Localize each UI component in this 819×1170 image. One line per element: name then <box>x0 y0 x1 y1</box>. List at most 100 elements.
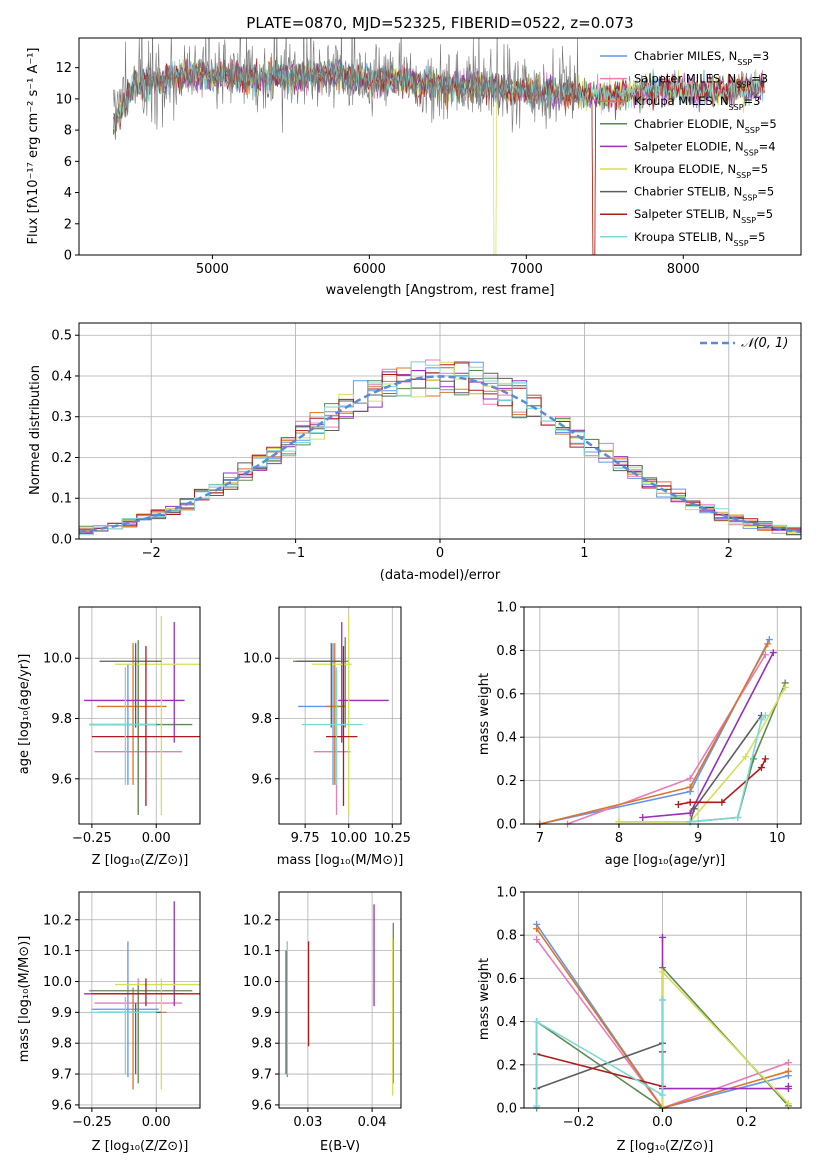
age-vs-mass-y-tick-label: 10.0 <box>243 652 272 667</box>
mass-vs-extinction-panel: E(B-V) 0.03 0.04 9.6 9.7 9.8 9.9 10.0 10.1 10.2 <box>243 891 402 1154</box>
age-vs-Z-y-tick-label: 9.8 <box>51 712 72 727</box>
axes-frame <box>78 322 802 540</box>
legend-label: Salpeter ELODIE, NSSP=4 <box>634 139 776 157</box>
spectrum-y-tick-label: 4 <box>64 186 72 201</box>
age-Z-y-label: age [log₁₀(age/yr)] <box>17 654 32 775</box>
weight-vs-Z-y-tick-label: 0.4 <box>496 1015 517 1030</box>
weight-vs-Z-y-tick-label: 0.8 <box>496 929 517 944</box>
weight-marker <box>784 1059 792 1067</box>
weight-marker <box>659 996 666 1004</box>
mass-weight-vs-age-panel: age [log₁₀(age/yr)] mass weight 7 8 9 10 0.0… <box>477 601 802 868</box>
weight-marker <box>734 813 742 821</box>
spectrum-y-tick-label: 0 <box>64 249 72 264</box>
weight-vs-Z-x-tick-label: 0.0 <box>652 1115 673 1130</box>
axes-frame <box>523 891 802 1109</box>
weight-vs-age-x-tick-label: 8 <box>615 831 623 846</box>
age-vs-Z-y-tick-label: 10.0 <box>43 652 72 667</box>
mass-vs-Z-y-tick-label: 10.0 <box>43 975 72 990</box>
spectrum-x-tick-label: 8000 <box>667 262 700 277</box>
spectrum-x-tick-label: 5000 <box>196 262 229 277</box>
residuals-x-tick-label: 2 <box>725 546 733 561</box>
mass-Z-x-label: Z [log₁₀(Z/Z⊙)] <box>92 1139 189 1154</box>
age-vs-Z-x-tick-label: 0.00 <box>142 831 171 846</box>
mass-vs-Z-x-tick-label: −0.25 <box>72 1115 112 1130</box>
mass-vs-EBV-y-tick-label: 9.8 <box>251 1037 272 1052</box>
mass-vs-EBV-x-tick-label: 0.03 <box>293 1115 322 1130</box>
age-vs-mass-panel: mass [log₁₀(M/M⊙)] 9.75 10.00 10.25 9.6 9.8 1… <box>243 606 411 868</box>
weight-marker <box>769 649 777 657</box>
spectrum-y-tick-label: 8 <box>64 124 72 139</box>
spectrum-series-group <box>113 38 765 255</box>
weight-vs-Z-y-tick-label: 0.0 <box>496 1102 517 1117</box>
weight-marker <box>742 753 750 761</box>
gaussian-reference-curve <box>79 375 801 534</box>
mass-vs-Z-y-tick-label: 9.6 <box>51 1098 72 1113</box>
mass-vs-EBV-points-group <box>285 904 394 1096</box>
spectrum-panel: PLATE=0870, MJD=52325, FIBERID=0522, z=0… <box>26 14 802 298</box>
weight-line <box>690 714 766 823</box>
mass-vs-metallicity-panel: Z [log₁₀(Z/Z⊙)] mass [log₁₀(M/M⊙)] −0.25… <box>17 891 201 1154</box>
age-vs-Z-y-tick-label: 9.6 <box>51 772 72 787</box>
spectrum-y-label: Flux [fλ10⁻¹⁷ erg cm⁻² s⁻¹ A⁻¹] <box>26 48 41 245</box>
weight-vs-age-y-tick-label: 0.6 <box>496 687 517 702</box>
age-vs-mass-x-tick-label: 9.75 <box>291 831 320 846</box>
mass-vs-EBV-y-tick-label: 9.7 <box>251 1068 272 1083</box>
weight-vs-Z-series-group <box>533 920 792 1112</box>
weight-marker <box>686 774 694 782</box>
spectrum-model-line <box>113 56 765 132</box>
weight-vs-Z-y-tick-label: 0.6 <box>496 972 517 987</box>
mass-vs-EBV-y-tick-label: 9.9 <box>251 1006 272 1021</box>
weight-marker <box>781 683 789 691</box>
weight-marker <box>757 716 765 724</box>
residuals-x-label: (data-model)/error <box>380 568 501 583</box>
weight-marker <box>639 813 647 821</box>
weight-marker <box>761 712 769 719</box>
weight-vs-Z-x-tick-label: 0.2 <box>736 1115 757 1130</box>
legend-label: Kroupa ELODIE, NSSP=5 <box>634 162 768 180</box>
weight-marker <box>533 925 541 933</box>
spectrum-y-tick-label: 2 <box>64 217 72 232</box>
weight-marker <box>659 968 666 976</box>
legend-label: Salpeter MILES, NSSP=3 <box>634 72 768 90</box>
spectrum-x-tick-label: 7000 <box>510 262 543 277</box>
residuals-y-tick-label: 0.2 <box>51 451 72 466</box>
mass-vs-EBV-y-tick-label: 10.1 <box>243 944 272 959</box>
weight-marker <box>761 651 769 659</box>
mass-vs-Z-y-tick-label: 10.1 <box>43 944 72 959</box>
spectrum-y-tick-label: 12 <box>55 61 72 76</box>
age-vs-mass-y-tick-label: 9.8 <box>251 712 272 727</box>
weight-vs-Z-y-tick-label: 1.0 <box>496 886 517 901</box>
mass-vs-EBV-y-tick-label: 9.6 <box>251 1098 272 1113</box>
residuals-x-tick-label: −2 <box>142 546 161 561</box>
age-vs-mass-y-tick-label: 9.6 <box>251 772 272 787</box>
axes-frame <box>523 606 802 825</box>
residuals-y-label: Normed distribution <box>28 365 43 495</box>
residuals-y-tick-label: 0.3 <box>51 410 72 425</box>
mass-vs-Z-x-tick-label: 0.00 <box>142 1115 171 1130</box>
weight-vs-age-y-tick-label: 0.4 <box>496 731 517 746</box>
residuals-y-tick-label: 0.5 <box>51 329 72 344</box>
weight-marker <box>761 755 769 763</box>
weight-marker <box>659 933 666 941</box>
age-Z-x-label: Z [log₁₀(Z/Z⊙)] <box>92 853 189 868</box>
mass-vs-Z-y-tick-label: 9.9 <box>51 1006 72 1021</box>
axes-frame <box>278 891 402 1109</box>
weight-marker <box>764 640 772 648</box>
legend-label: Chabrier ELODIE, NSSP=5 <box>634 117 777 135</box>
gaussian-legend-label: 𝒩(0, 1) <box>741 336 788 351</box>
weight-marker <box>784 1067 792 1075</box>
mass-ebv-x-label: E(B-V) <box>320 1139 360 1154</box>
weight-age-y-label: mass weight <box>477 673 492 755</box>
age-vs-Z-points-group <box>84 616 200 815</box>
legend-label: Chabrier MILES, NSSP=3 <box>634 49 769 67</box>
weight-vs-age-x-tick-label: 9 <box>694 831 702 846</box>
weight-vs-age-x-tick-label: 7 <box>536 831 544 846</box>
axes-frame <box>78 891 201 1109</box>
mass-vs-Z-y-tick-label: 9.7 <box>51 1068 72 1083</box>
spectrum-title: PLATE=0870, MJD=52325, FIBERID=0522, z=0… <box>246 14 633 32</box>
weight-marker <box>533 1018 541 1026</box>
mass-Z-y-label: mass [log₁₀(M/M⊙)] <box>17 936 32 1063</box>
weight-vs-Z-x-tick-label: −0.2 <box>563 1115 595 1130</box>
